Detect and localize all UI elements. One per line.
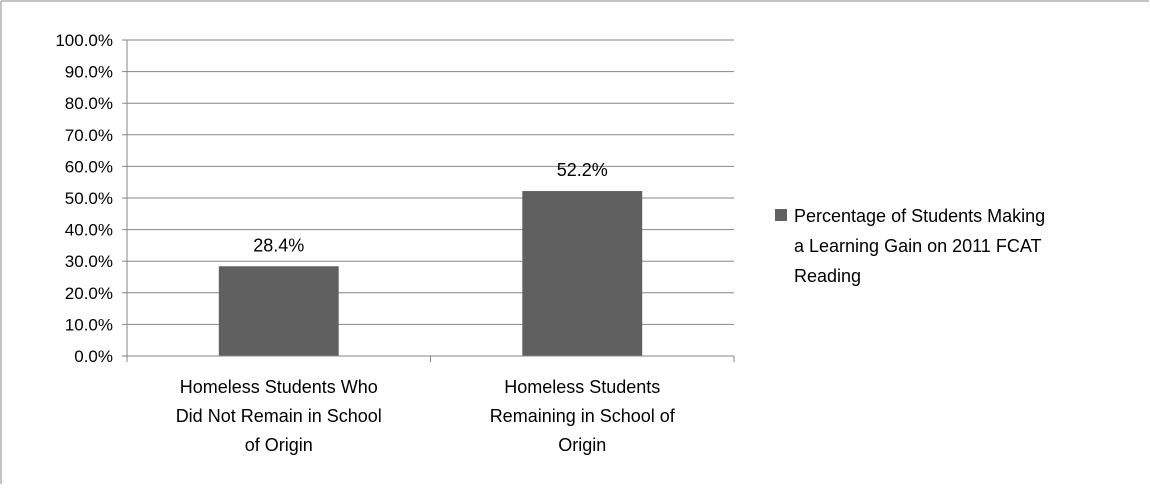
axes: [122, 39, 735, 362]
y-tick-label: 10.0%: [65, 315, 113, 334]
bars: [218, 191, 643, 356]
y-tick-label: 70.0%: [65, 126, 113, 145]
y-tick-label: 20.0%: [65, 284, 113, 303]
x-category-label: of Origin: [245, 435, 313, 455]
legend-swatch: [775, 209, 787, 221]
y-tick-label: 60.0%: [65, 157, 113, 176]
data-label: 28.4%: [253, 235, 304, 255]
legend: Percentage of Students Making a Learning …: [775, 206, 1045, 286]
y-tick-label: 0.0%: [74, 347, 113, 366]
gridlines: [127, 39, 734, 325]
x-category-label: Did Not Remain in School: [176, 406, 382, 426]
y-tick-label: 100.0%: [55, 31, 113, 50]
y-tick-label: 90.0%: [65, 63, 113, 82]
labels: 0.0% 10.0% 20.0% 30.0% 40.0% 50.0% 60.0% 70.0% 8…: [55, 31, 675, 455]
x-category-label: Remaining in School of: [490, 406, 676, 426]
data-label: 52.2%: [557, 160, 608, 180]
x-category-label: Origin: [558, 435, 606, 455]
x-category-label: Homeless Students: [504, 377, 660, 397]
bar: [522, 191, 643, 356]
legend-label: Percentage of Students Making: [794, 206, 1045, 226]
y-tick-label: 50.0%: [65, 189, 113, 208]
y-tick-label: 40.0%: [65, 221, 113, 240]
legend-label: a Learning Gain on 2011 FCAT: [794, 236, 1041, 256]
y-tick-label: 80.0%: [65, 94, 113, 113]
y-tick-label: 30.0%: [65, 252, 113, 271]
x-category-label: Homeless Students Who: [180, 377, 378, 397]
bar: [218, 266, 339, 356]
legend-label: Reading: [794, 266, 861, 286]
